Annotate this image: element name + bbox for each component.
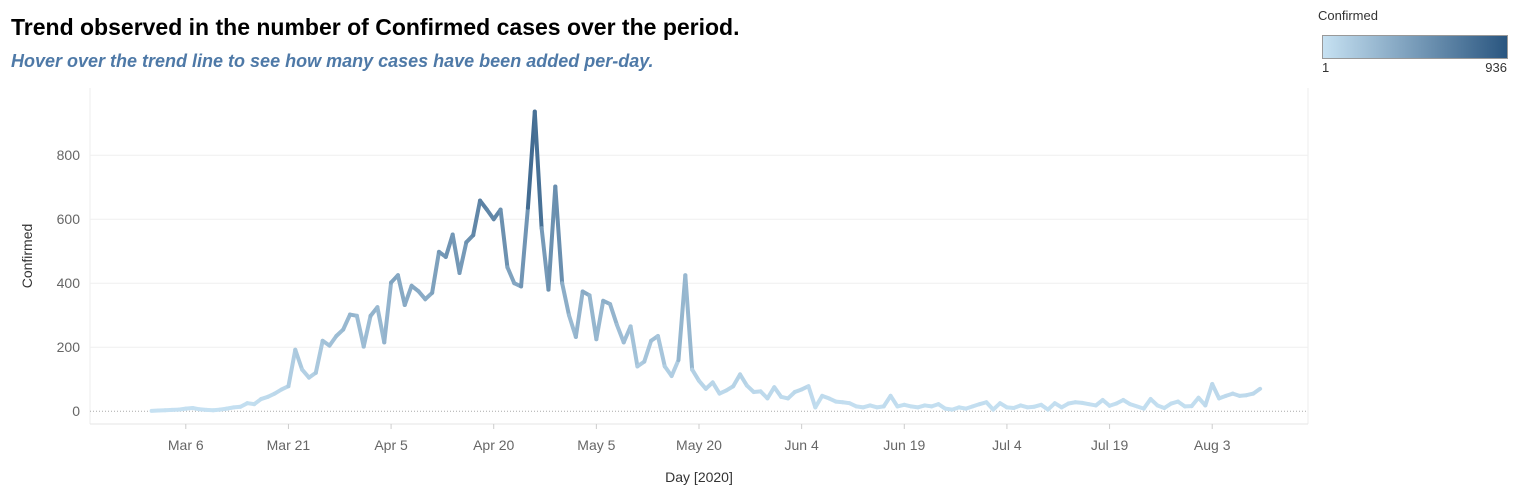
trend-line-segment[interactable] <box>710 380 722 396</box>
axes: 0 200 400 600 800 Mar 6 Mar 21 Apr 5 Apr 20 May 5… <box>57 147 1231 453</box>
trend-line-segment[interactable] <box>505 265 517 286</box>
trend-line-segment[interactable] <box>471 198 483 238</box>
legend-max-label: 936 <box>1485 60 1507 75</box>
trend-line-segment[interactable] <box>546 184 558 292</box>
trend-line-segment[interactable] <box>1251 386 1263 396</box>
trend-line-segment[interactable] <box>354 313 366 349</box>
trend-line-segment[interactable] <box>450 232 462 275</box>
trend-line-segment[interactable] <box>286 347 298 389</box>
x-tick-label: Jun 19 <box>883 437 925 453</box>
trend-line-segment[interactable] <box>676 273 688 362</box>
trend-line-segment[interactable] <box>683 273 695 372</box>
trend-line-segment[interactable] <box>430 249 441 295</box>
x-tick-label: Mar 21 <box>267 437 311 453</box>
trend-line-segment[interactable] <box>608 302 619 327</box>
y-axis-title: Confirmed <box>19 224 35 289</box>
x-tick-label: Jun 4 <box>785 437 819 453</box>
trend-line-segment[interactable] <box>457 240 469 275</box>
trend-line-segment[interactable] <box>573 289 585 339</box>
trend-line-segment[interactable] <box>361 313 373 349</box>
x-tick-label: Jul 19 <box>1091 437 1129 453</box>
x-tick-label: Aug 3 <box>1194 437 1231 453</box>
trend-line-segment[interactable] <box>313 338 325 375</box>
trend-line-segment[interactable] <box>738 372 749 388</box>
x-tick-label: Apr 5 <box>374 437 408 453</box>
trend-line-segment[interactable] <box>731 372 743 389</box>
y-tick-label: 800 <box>57 147 81 163</box>
trend-line-segment[interactable] <box>655 334 667 369</box>
y-tick-label: 200 <box>57 339 81 355</box>
x-tick-label: Mar 6 <box>168 437 204 453</box>
trend-line-segment[interactable] <box>341 312 353 332</box>
chart-subtitle: Hover over the trend line to see how man… <box>11 51 654 71</box>
trend-line-segment[interactable] <box>395 273 407 307</box>
trend-line-segment[interactable] <box>806 384 818 410</box>
trend-line-segment[interactable] <box>813 393 825 410</box>
trend-line-segment[interactable] <box>553 184 565 286</box>
legend-title: Confirmed <box>1318 8 1378 23</box>
legend-gradient-bar <box>1322 35 1508 59</box>
x-tick-label: Apr 20 <box>473 437 514 453</box>
trend-line-segment[interactable] <box>498 207 510 270</box>
trend-line-segment[interactable] <box>293 347 305 372</box>
trend-line-segment[interactable] <box>642 338 654 364</box>
legend-min-label: 1 <box>1322 60 1330 75</box>
trend-line-segment[interactable] <box>594 298 606 342</box>
gridlines <box>89 88 1309 425</box>
color-legend: Confirmed 1 936 <box>1318 6 1514 76</box>
trend-line-segment[interactable] <box>560 281 571 318</box>
x-axis-title: Day [2020] <box>665 469 733 485</box>
y-tick-label: 0 <box>72 403 80 419</box>
trend-line-segment[interactable] <box>519 205 530 289</box>
trend-line-segment[interactable] <box>690 367 701 383</box>
trend-line-segment[interactable] <box>525 109 537 210</box>
trend-line-segment[interactable] <box>1203 382 1215 408</box>
trend-line-segment[interactable] <box>1210 382 1222 401</box>
trend-line[interactable] <box>149 109 1263 413</box>
x-tick-label: Jul 4 <box>992 437 1022 453</box>
trend-line-segment[interactable] <box>382 280 394 345</box>
x-tick-label: May 20 <box>676 437 722 453</box>
chart-title: Trend observed in the number of Confirme… <box>11 14 740 40</box>
y-tick-label: 600 <box>57 211 81 227</box>
trend-line-segment[interactable] <box>888 393 900 409</box>
y-tick-label: 400 <box>57 275 81 291</box>
trend-line-segment[interactable] <box>532 109 544 231</box>
trend-line-segment[interactable] <box>587 293 599 342</box>
trend-line-segment[interactable] <box>402 283 414 307</box>
trend-line-segment[interactable] <box>669 358 681 378</box>
trend-line-segment[interactable] <box>628 324 640 369</box>
trend-line-segment[interactable] <box>614 322 626 345</box>
x-tick-label: May 5 <box>577 437 615 453</box>
trend-line-segment[interactable] <box>765 385 777 401</box>
